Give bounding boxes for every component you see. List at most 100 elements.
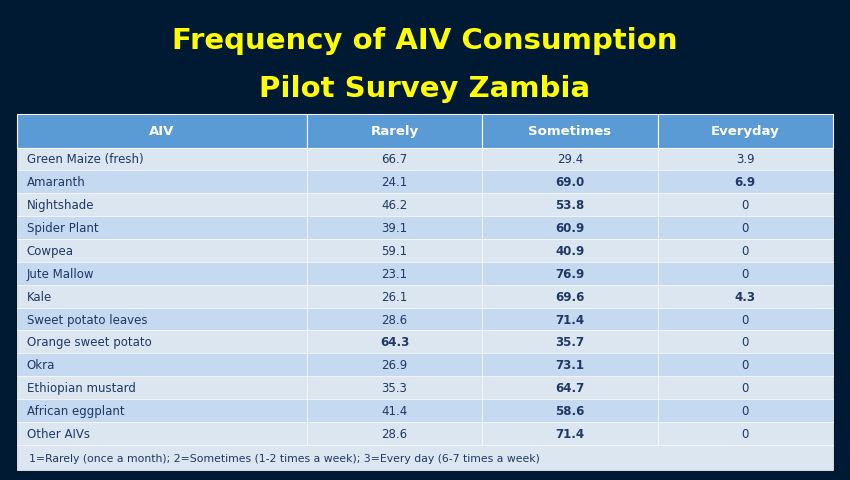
Bar bbox=[658, 115, 833, 148]
Text: 59.1: 59.1 bbox=[382, 244, 407, 257]
Bar bbox=[307, 262, 482, 285]
Bar bbox=[307, 422, 482, 445]
Bar bbox=[482, 194, 658, 216]
Text: 35.3: 35.3 bbox=[382, 381, 407, 394]
Text: 6.9: 6.9 bbox=[734, 176, 756, 189]
Text: Kale: Kale bbox=[27, 290, 52, 303]
Text: Pilot Survey Zambia: Pilot Survey Zambia bbox=[259, 75, 591, 103]
Text: Green Maize (fresh): Green Maize (fresh) bbox=[27, 153, 144, 166]
Bar bbox=[17, 445, 833, 470]
Text: Other AIVs: Other AIVs bbox=[27, 427, 90, 440]
Bar bbox=[307, 354, 482, 376]
Text: 64.7: 64.7 bbox=[555, 381, 585, 394]
Bar bbox=[658, 331, 833, 354]
Text: 53.8: 53.8 bbox=[555, 199, 585, 212]
Text: 0: 0 bbox=[741, 313, 749, 326]
Bar bbox=[482, 308, 658, 331]
Text: 64.3: 64.3 bbox=[380, 336, 409, 348]
Text: Jute Mallow: Jute Mallow bbox=[27, 267, 94, 280]
Text: 0: 0 bbox=[741, 244, 749, 257]
Bar bbox=[482, 240, 658, 262]
Text: AIV: AIV bbox=[149, 125, 174, 138]
Text: 39.1: 39.1 bbox=[382, 222, 407, 235]
Text: 73.1: 73.1 bbox=[555, 359, 584, 372]
Bar bbox=[17, 262, 307, 285]
Bar bbox=[658, 399, 833, 422]
Bar bbox=[307, 115, 482, 148]
Bar bbox=[307, 308, 482, 331]
Text: 69.6: 69.6 bbox=[555, 290, 585, 303]
Text: 3.9: 3.9 bbox=[736, 153, 755, 166]
Bar bbox=[658, 216, 833, 240]
Bar bbox=[658, 354, 833, 376]
Bar bbox=[482, 115, 658, 148]
Bar bbox=[17, 399, 307, 422]
Text: 28.6: 28.6 bbox=[382, 427, 407, 440]
Text: 71.4: 71.4 bbox=[555, 313, 585, 326]
Text: 76.9: 76.9 bbox=[555, 267, 585, 280]
Bar bbox=[17, 331, 307, 354]
Bar bbox=[482, 422, 658, 445]
Bar bbox=[17, 285, 307, 308]
Bar bbox=[658, 422, 833, 445]
Text: 0: 0 bbox=[741, 359, 749, 372]
Bar bbox=[658, 148, 833, 171]
Text: 26.9: 26.9 bbox=[382, 359, 407, 372]
Text: 0: 0 bbox=[741, 404, 749, 417]
Text: 0: 0 bbox=[741, 381, 749, 394]
Text: 26.1: 26.1 bbox=[382, 290, 407, 303]
Bar bbox=[307, 376, 482, 399]
Bar bbox=[307, 216, 482, 240]
Bar bbox=[482, 331, 658, 354]
Text: 23.1: 23.1 bbox=[382, 267, 407, 280]
Bar bbox=[17, 354, 307, 376]
Text: 0: 0 bbox=[741, 199, 749, 212]
Bar bbox=[17, 422, 307, 445]
Text: Orange sweet potato: Orange sweet potato bbox=[27, 336, 151, 348]
Bar bbox=[658, 171, 833, 194]
Bar bbox=[307, 331, 482, 354]
Bar bbox=[658, 240, 833, 262]
Bar bbox=[17, 376, 307, 399]
Text: 46.2: 46.2 bbox=[382, 199, 407, 212]
Text: 71.4: 71.4 bbox=[555, 427, 585, 440]
Bar bbox=[17, 115, 307, 148]
Text: Nightshade: Nightshade bbox=[27, 199, 94, 212]
Bar bbox=[658, 285, 833, 308]
Text: 58.6: 58.6 bbox=[555, 404, 585, 417]
Bar bbox=[17, 148, 307, 171]
Text: Frequency of AIV Consumption: Frequency of AIV Consumption bbox=[173, 27, 677, 55]
Bar bbox=[482, 262, 658, 285]
Text: 29.4: 29.4 bbox=[557, 153, 583, 166]
Text: 69.0: 69.0 bbox=[555, 176, 585, 189]
Bar bbox=[658, 262, 833, 285]
Text: African eggplant: African eggplant bbox=[27, 404, 124, 417]
Text: Everyday: Everyday bbox=[711, 125, 779, 138]
Bar bbox=[17, 171, 307, 194]
Bar bbox=[482, 399, 658, 422]
Text: Sweet potato leaves: Sweet potato leaves bbox=[27, 313, 147, 326]
Text: Ethiopian mustard: Ethiopian mustard bbox=[27, 381, 136, 394]
Text: 1=Rarely (once a month); 2=Sometimes (1-2 times a week); 3=Every day (6-7 times : 1=Rarely (once a month); 2=Sometimes (1-… bbox=[29, 453, 540, 463]
Text: 0: 0 bbox=[741, 222, 749, 235]
Bar bbox=[17, 194, 307, 216]
Bar bbox=[17, 240, 307, 262]
Bar bbox=[307, 171, 482, 194]
Bar bbox=[482, 216, 658, 240]
Bar bbox=[482, 171, 658, 194]
Text: 35.7: 35.7 bbox=[555, 336, 585, 348]
Bar bbox=[658, 376, 833, 399]
Text: 28.6: 28.6 bbox=[382, 313, 407, 326]
Bar bbox=[658, 194, 833, 216]
Bar bbox=[307, 240, 482, 262]
Text: 4.3: 4.3 bbox=[734, 290, 756, 303]
Text: Cowpea: Cowpea bbox=[27, 244, 74, 257]
Text: Sometimes: Sometimes bbox=[529, 125, 611, 138]
Text: 0: 0 bbox=[741, 336, 749, 348]
Bar bbox=[482, 354, 658, 376]
Text: Rarely: Rarely bbox=[371, 125, 418, 138]
Text: 40.9: 40.9 bbox=[555, 244, 585, 257]
Bar bbox=[307, 399, 482, 422]
Text: 24.1: 24.1 bbox=[382, 176, 407, 189]
Text: 0: 0 bbox=[741, 427, 749, 440]
